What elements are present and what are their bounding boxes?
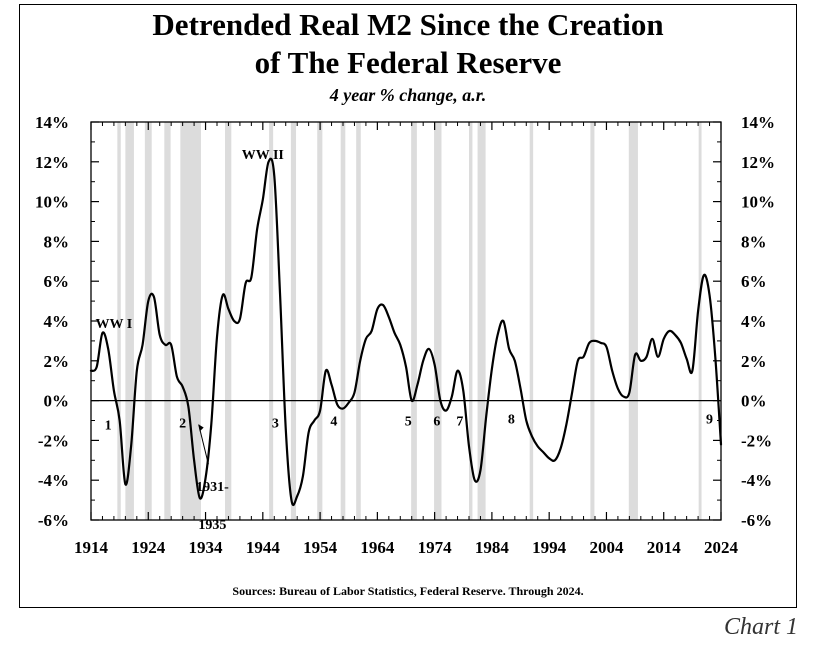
y-tick-label-left: 12% <box>35 153 69 172</box>
x-tick-label: 1914 <box>74 538 109 557</box>
annotation-n7: 7 <box>456 415 463 430</box>
y-tick-label-left: -6% <box>38 511 69 530</box>
x-tick-label: 1934 <box>189 538 224 557</box>
y-tick-label-right: 12% <box>741 153 775 172</box>
y-tick-label-right: 14% <box>741 113 775 132</box>
x-tick-label: 2014 <box>647 538 682 557</box>
y-tick-label-left: 4% <box>44 312 70 331</box>
recession-band <box>180 122 201 520</box>
annotation-ww1: WW I <box>96 317 133 332</box>
y-tick-label-right: -4% <box>741 471 772 490</box>
y-tick-label-right: 4% <box>741 312 767 331</box>
annotation-n9: 9 <box>706 413 713 428</box>
recession-band <box>698 122 702 520</box>
chart-subtitle: 4 year % change, a.r. <box>329 85 487 105</box>
recession-band <box>590 122 595 520</box>
recession-band <box>317 122 323 520</box>
recession-shading-group <box>117 122 702 520</box>
period-arrow-head <box>198 424 204 432</box>
x-tick-label: 1924 <box>131 538 166 557</box>
recession-band <box>144 122 152 520</box>
y-tick-label-right: 2% <box>741 352 767 371</box>
annotation-n4: 4 <box>330 415 337 430</box>
recession-band <box>434 122 442 520</box>
annotation-n8: 8 <box>508 413 515 428</box>
x-tick-label: 1954 <box>303 538 338 557</box>
recession-band <box>125 122 134 520</box>
annotation-n3: 3 <box>272 416 279 431</box>
y-tick-label-right: -6% <box>741 511 772 530</box>
y-tick-label-left: 0% <box>44 392 70 411</box>
annotation-n6: 6 <box>433 415 440 430</box>
y-tick-label-right: 8% <box>741 232 767 251</box>
annotation-n1: 1 <box>105 418 112 433</box>
y-tick-label-right: 6% <box>741 272 767 291</box>
y-tick-label-left: 14% <box>35 113 69 132</box>
source-note: Sources: Bureau of Labor Statistics, Fed… <box>232 584 584 598</box>
y-tick-label-left: 2% <box>44 352 70 371</box>
x-tick-label: 1974 <box>418 538 453 557</box>
annotation-n2: 2 <box>179 416 186 431</box>
y-tick-label-left: -4% <box>38 471 69 490</box>
recession-band <box>529 122 534 520</box>
chart-caption: Chart 1 <box>723 614 798 640</box>
recession-band <box>117 122 121 520</box>
recession-band <box>469 122 473 520</box>
period-arrow-line <box>198 424 209 465</box>
annotation-n5: 5 <box>405 415 412 430</box>
recession-band <box>477 122 486 520</box>
annotation-ww2: WW II <box>242 148 284 163</box>
annotations-group: WW I WW II 1 2 3 4 5 6 7 8 9 1931- 1935 <box>96 148 713 533</box>
ticks-group: -6% -6% -4% -4% -2% -2% 0% 0% 2% 2% 4% 4% 6% 6% 8% 8% 10… <box>35 113 775 557</box>
y-tick-label-left: -2% <box>38 431 69 450</box>
chart-title-line-1: Detrended Real M2 Since the Creation <box>152 7 664 42</box>
x-tick-label: 1984 <box>475 538 510 557</box>
chart-title-line-2: of The Federal Reserve <box>254 45 562 80</box>
y-tick-label-right: 10% <box>741 193 775 212</box>
y-tick-label-left: 8% <box>44 232 70 251</box>
y-tick-label-right: -2% <box>741 431 772 450</box>
y-tick-label-right: 0% <box>741 392 767 411</box>
recession-band <box>340 122 346 520</box>
annotation-period_line1: 1931- <box>196 480 229 495</box>
x-tick-label: 1944 <box>246 538 281 557</box>
recession-band <box>628 122 638 520</box>
series-line <box>89 157 723 506</box>
recession-band <box>411 122 417 520</box>
x-tick-label: 2024 <box>704 538 739 557</box>
recession-band <box>356 122 361 520</box>
annotation-period_line2: 1935 <box>198 518 226 533</box>
x-tick-label: 2004 <box>589 538 624 557</box>
recession-band <box>290 122 297 520</box>
recession-band <box>269 122 274 520</box>
x-tick-label: 1994 <box>532 538 567 557</box>
recession-band <box>164 122 171 520</box>
y-tick-label-left: 10% <box>35 193 69 212</box>
chart-frame <box>19 4 797 608</box>
y-tick-label-left: 6% <box>44 272 70 291</box>
recession-band <box>225 122 232 520</box>
x-tick-label: 1964 <box>360 538 395 557</box>
